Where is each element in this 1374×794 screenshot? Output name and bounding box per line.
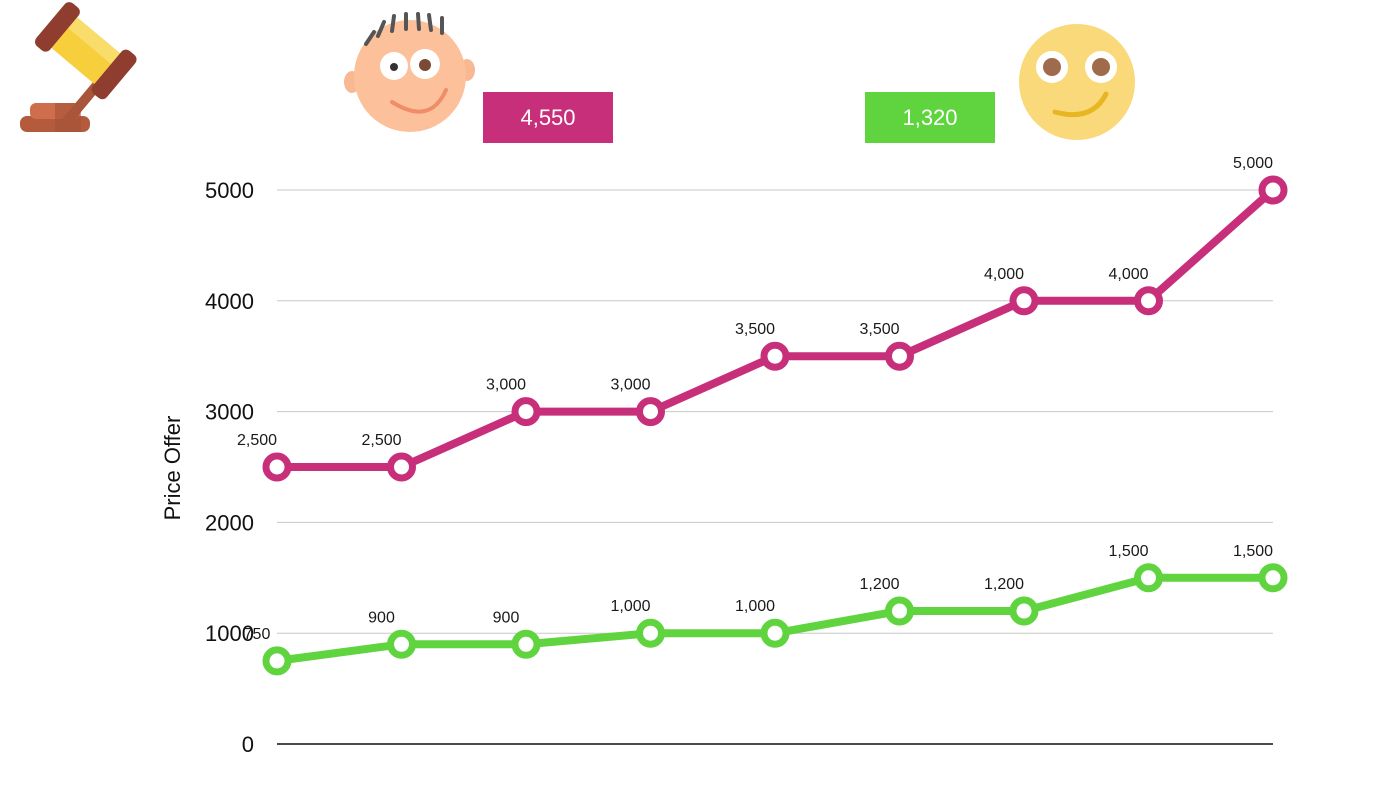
series [262, 175, 1288, 676]
data-point [1258, 175, 1288, 205]
data-label: 4,000 [984, 266, 1024, 283]
data-label: 1,200 [984, 576, 1024, 593]
gavel-icon [20, 2, 137, 132]
data-label: 2,500 [237, 432, 277, 449]
data-label: 1,000 [610, 598, 650, 615]
y-tick-label: 2000 [205, 510, 254, 535]
data-label: 3,000 [610, 377, 650, 394]
data-label: 900 [368, 609, 395, 626]
data-label: 1,200 [859, 576, 899, 593]
data-point [885, 596, 914, 626]
bidder-face-icon [344, 12, 475, 132]
data-point [1134, 563, 1163, 593]
data-label: 1,500 [1108, 543, 1148, 560]
data-point [885, 341, 914, 371]
data-point [387, 629, 416, 659]
data-point [262, 452, 292, 482]
seller-smiley-icon [1019, 24, 1135, 140]
data-label: 3,000 [486, 377, 526, 394]
y-axis-title: Price Offer [160, 416, 185, 521]
data-label: 3,500 [859, 321, 899, 338]
data-point [1009, 596, 1039, 626]
data-point [636, 618, 665, 648]
y-tick-label: 1000 [205, 621, 254, 646]
y-tick-label: 0 [242, 732, 254, 757]
data-label: 4,000 [1108, 266, 1148, 283]
data-point [511, 397, 541, 427]
series-line-1 [262, 175, 1288, 482]
data-label: 900 [493, 609, 520, 626]
data-label: 5,000 [1233, 155, 1273, 172]
data-point [1258, 563, 1288, 593]
data-point [1134, 286, 1163, 316]
data-labels: 2,500 2,500 3,000 3,000 3,500 3,500 4,000 4,000… [237, 155, 1273, 643]
y-tick-label: 4000 [205, 289, 254, 314]
data-label: 3,500 [735, 321, 775, 338]
data-point [1009, 286, 1039, 316]
data-label: 750 [244, 626, 271, 643]
data-label: 1,500 [1233, 543, 1273, 560]
data-point [636, 397, 665, 427]
y-tick-labels: 0 1000 2000 3000 4000 5000 [205, 178, 254, 757]
seller-total-badge: 1,320 [865, 92, 995, 143]
data-point [511, 629, 541, 659]
data-point [387, 452, 416, 482]
y-tick-label: 5000 [205, 178, 254, 203]
bidder-total-badge: 4,550 [483, 92, 613, 143]
y-tick-label: 3000 [205, 400, 254, 425]
data-point [760, 341, 790, 371]
data-label: 1,000 [735, 598, 775, 615]
series-line-2 [262, 563, 1288, 676]
data-point [760, 618, 790, 648]
data-label: 2,500 [361, 432, 401, 449]
data-point [262, 646, 292, 676]
